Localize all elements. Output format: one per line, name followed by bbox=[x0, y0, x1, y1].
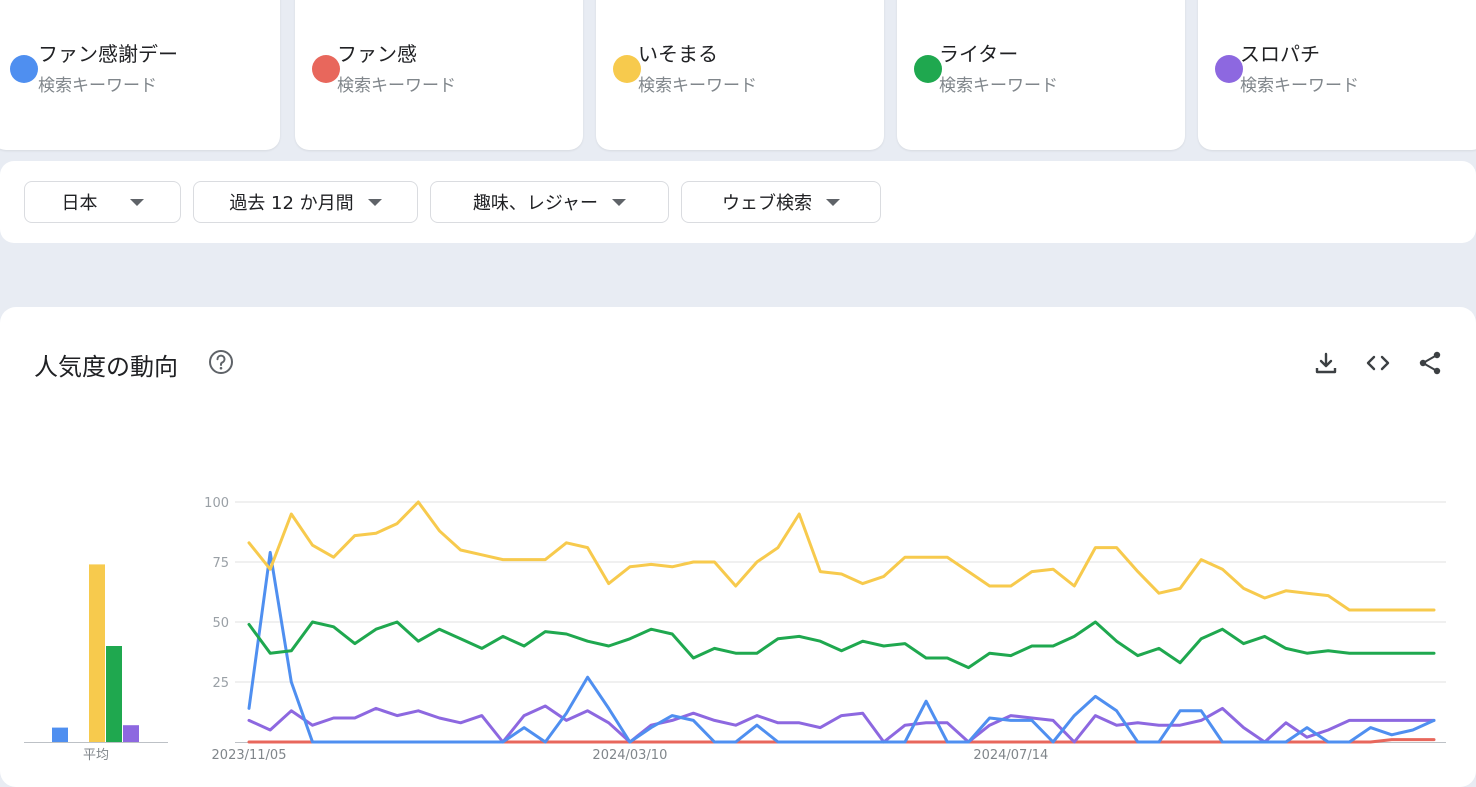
term-color-dot bbox=[1215, 55, 1243, 83]
term-color-dot bbox=[613, 55, 641, 83]
region-filter-label: 日本 bbox=[61, 193, 98, 214]
help-circle-icon[interactable] bbox=[208, 349, 234, 375]
y-tick-label-100: 100 bbox=[204, 496, 229, 511]
y-tick-label-50: 50 bbox=[212, 616, 229, 631]
chevron-down-icon bbox=[612, 198, 627, 206]
search-type-filter-dropdown[interactable]: ウェブ検索 bbox=[681, 181, 881, 223]
term-name: スロパチ bbox=[1240, 42, 1320, 66]
search-terms-strip: ファン感謝デー 検索キーワード ファン感 検索キーワード いそまる 検索キーワー… bbox=[0, 0, 1476, 152]
series-line-5 bbox=[247, 704, 1436, 744]
period-filter-label: 過去 12 か月間 bbox=[229, 193, 354, 214]
term-subtitle: 検索キーワード bbox=[337, 76, 456, 96]
avg-bar-3 bbox=[89, 564, 105, 742]
series-line-1 bbox=[247, 550, 1436, 744]
term-color-dot bbox=[10, 55, 38, 83]
term-subtitle: 検索キーワード bbox=[38, 76, 157, 96]
search-type-filter-label: ウェブ検索 bbox=[722, 193, 812, 214]
series-line-4 bbox=[247, 620, 1436, 670]
interest-over-time-panel: 人気度の動向 平均 25 50 75 100 2023/11/05 2024/03/10 2… bbox=[0, 307, 1476, 787]
avg-bar-5 bbox=[123, 725, 139, 742]
term-name: ファン感 bbox=[337, 42, 417, 66]
filter-bar: 日本 過去 12 か月間 趣味、レジャー ウェブ検索 bbox=[0, 161, 1476, 243]
category-filter-dropdown[interactable]: 趣味、レジャー bbox=[430, 181, 669, 223]
x-tick-label-1: 2023/11/05 bbox=[212, 748, 287, 763]
period-filter-dropdown[interactable]: 過去 12 か月間 bbox=[193, 181, 418, 223]
term-name: ライター bbox=[939, 42, 1019, 66]
download-icon[interactable] bbox=[1312, 349, 1340, 377]
average-bar-chart: 平均 bbox=[24, 564, 168, 763]
chevron-down-icon bbox=[826, 198, 840, 206]
term-subtitle: 検索キーワード bbox=[939, 76, 1058, 96]
y-tick-label-25: 25 bbox=[212, 676, 229, 691]
category-filter-label: 趣味、レジャー bbox=[472, 193, 599, 214]
term-subtitle: 検索キーワード bbox=[1240, 76, 1359, 96]
term-color-dot bbox=[914, 55, 942, 83]
term-subtitle: 検索キーワード bbox=[638, 76, 757, 96]
avg-bar-1 bbox=[52, 727, 68, 742]
term-card-4[interactable]: ライター 検索キーワード bbox=[897, 0, 1185, 150]
region-filter-dropdown[interactable]: 日本 bbox=[24, 181, 181, 223]
y-tick-label-75: 75 bbox=[212, 556, 229, 571]
term-card-3[interactable]: いそまる 検索キーワード bbox=[596, 0, 884, 150]
term-card-2[interactable]: ファン感 検索キーワード bbox=[295, 0, 583, 150]
chevron-down-icon bbox=[129, 198, 144, 206]
term-color-dot bbox=[312, 55, 340, 83]
chevron-down-icon bbox=[367, 198, 382, 206]
series-line-3 bbox=[247, 500, 1436, 612]
avg-bar-4 bbox=[106, 646, 122, 742]
embed-code-icon[interactable] bbox=[1364, 349, 1392, 377]
trend-line-chart: 25 50 75 100 2023/11/05 2024/03/10 2024/07/14 bbox=[204, 496, 1446, 763]
term-card-5[interactable]: スロパチ 検索キーワード bbox=[1198, 0, 1476, 150]
panel-title: 人気度の動向 bbox=[34, 353, 178, 381]
term-name: ファン感謝デー bbox=[38, 42, 178, 66]
x-tick-label-2: 2024/03/10 bbox=[592, 748, 667, 763]
avg-category-label: 平均 bbox=[83, 748, 109, 763]
term-card-1[interactable]: ファン感謝デー 検索キーワード bbox=[0, 0, 280, 150]
x-tick-label-3: 2024/07/14 bbox=[973, 748, 1048, 763]
term-name: いそまる bbox=[638, 42, 718, 66]
share-icon[interactable] bbox=[1416, 349, 1444, 377]
